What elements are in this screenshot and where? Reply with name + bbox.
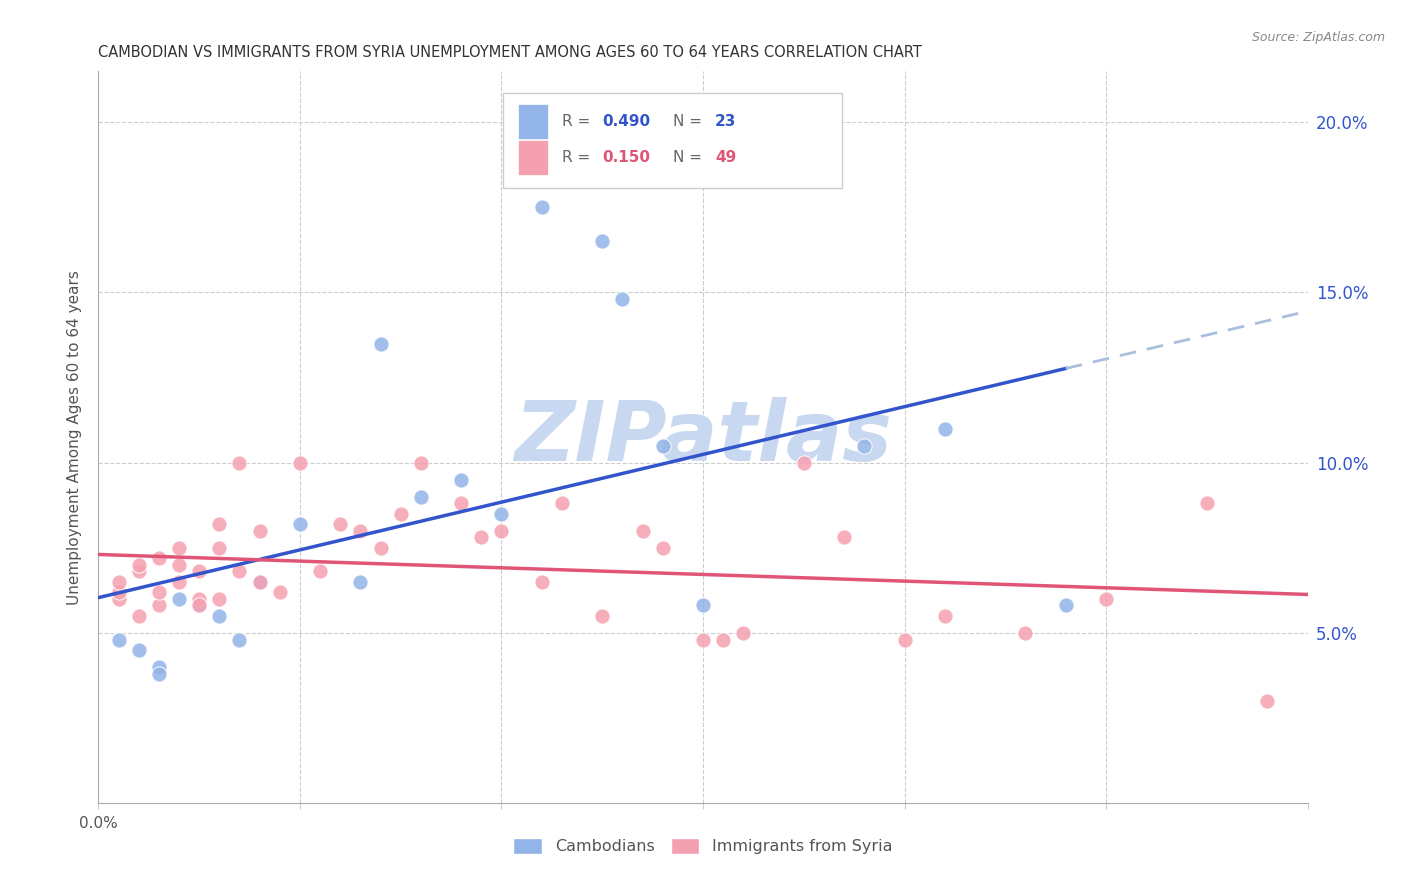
Point xyxy=(470,531,492,545)
Legend: Cambodians, Immigrants from Syria: Cambodians, Immigrants from Syria xyxy=(508,831,898,861)
Text: N =: N = xyxy=(673,113,707,128)
Point xyxy=(128,558,150,572)
Point xyxy=(148,599,170,613)
Text: R =: R = xyxy=(561,113,595,128)
Point xyxy=(450,496,472,510)
Point xyxy=(249,574,271,589)
Point xyxy=(491,524,513,538)
Point xyxy=(167,591,190,606)
Point xyxy=(107,585,129,599)
Point xyxy=(832,531,855,545)
Point xyxy=(450,473,472,487)
FancyBboxPatch shape xyxy=(517,140,548,175)
Point xyxy=(349,524,371,538)
Point xyxy=(228,456,250,470)
Point xyxy=(409,490,432,504)
Point xyxy=(1256,694,1278,708)
Text: 23: 23 xyxy=(716,113,737,128)
Point xyxy=(148,659,170,673)
Point xyxy=(128,608,150,623)
Point xyxy=(551,496,574,510)
Point xyxy=(591,235,613,249)
Point xyxy=(631,524,654,538)
Point xyxy=(309,565,332,579)
Text: ZIPatlas: ZIPatlas xyxy=(515,397,891,477)
Point xyxy=(288,516,311,531)
Point xyxy=(208,591,231,606)
Point xyxy=(148,666,170,681)
Point xyxy=(269,585,291,599)
Text: R =: R = xyxy=(561,150,595,165)
Point xyxy=(1014,625,1036,640)
Text: 0.0%: 0.0% xyxy=(79,816,118,831)
Point xyxy=(893,632,915,647)
Point xyxy=(188,565,211,579)
Point xyxy=(249,574,271,589)
Point xyxy=(692,632,714,647)
Point xyxy=(370,336,392,351)
Point xyxy=(934,608,956,623)
Point xyxy=(1054,599,1077,613)
Point xyxy=(107,632,129,647)
Y-axis label: Unemployment Among Ages 60 to 64 years: Unemployment Among Ages 60 to 64 years xyxy=(67,269,83,605)
Point xyxy=(148,585,170,599)
Point xyxy=(349,574,371,589)
Text: 0.490: 0.490 xyxy=(603,113,651,128)
FancyBboxPatch shape xyxy=(503,94,842,188)
Point xyxy=(491,507,513,521)
Point xyxy=(530,201,553,215)
Point xyxy=(208,608,231,623)
Text: N =: N = xyxy=(673,150,707,165)
Point xyxy=(188,599,211,613)
Point xyxy=(167,541,190,555)
Point xyxy=(128,642,150,657)
Point xyxy=(249,524,271,538)
Point xyxy=(853,439,876,453)
Point xyxy=(934,421,956,435)
Point xyxy=(793,456,815,470)
Point xyxy=(329,516,352,531)
Point xyxy=(188,591,211,606)
Point xyxy=(107,574,129,589)
Point xyxy=(370,541,392,555)
Text: CAMBODIAN VS IMMIGRANTS FROM SYRIA UNEMPLOYMENT AMONG AGES 60 TO 64 YEARS CORREL: CAMBODIAN VS IMMIGRANTS FROM SYRIA UNEMP… xyxy=(98,45,922,61)
Point xyxy=(591,608,613,623)
Point xyxy=(167,574,190,589)
Point xyxy=(530,574,553,589)
Point xyxy=(1195,496,1218,510)
Point xyxy=(288,456,311,470)
Point xyxy=(389,507,412,521)
Point xyxy=(612,293,634,307)
Point xyxy=(733,625,755,640)
FancyBboxPatch shape xyxy=(517,103,548,138)
Point xyxy=(409,456,432,470)
Point xyxy=(711,632,734,647)
Point xyxy=(208,516,231,531)
Point xyxy=(1095,591,1118,606)
Text: Source: ZipAtlas.com: Source: ZipAtlas.com xyxy=(1251,31,1385,45)
Point xyxy=(167,558,190,572)
Point xyxy=(188,599,211,613)
Point xyxy=(228,632,250,647)
Point xyxy=(651,439,673,453)
Point xyxy=(651,541,673,555)
Text: 49: 49 xyxy=(716,150,737,165)
Point xyxy=(148,550,170,565)
Text: 0.150: 0.150 xyxy=(603,150,651,165)
Point xyxy=(107,591,129,606)
Point xyxy=(228,565,250,579)
Point xyxy=(208,541,231,555)
Point xyxy=(692,599,714,613)
Point xyxy=(128,565,150,579)
